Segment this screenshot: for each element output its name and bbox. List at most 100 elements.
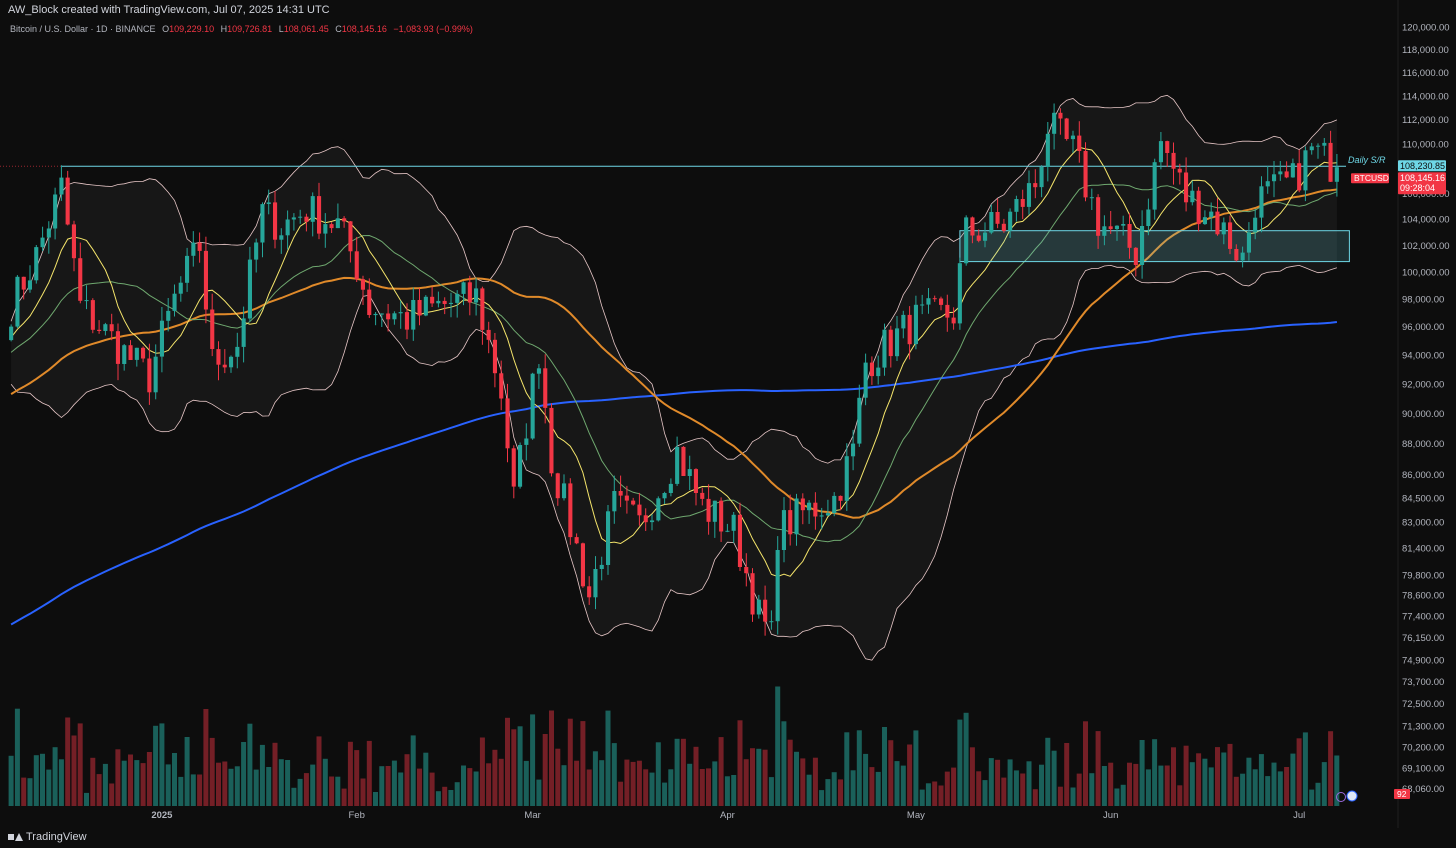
time-tick-label: May xyxy=(907,810,925,821)
volume-bar xyxy=(492,749,498,806)
event-icon xyxy=(1336,792,1346,802)
daily-sr-line[interactable]: Daily S/R xyxy=(0,155,1386,167)
volume-bar xyxy=(523,760,529,806)
candle-body xyxy=(851,443,856,457)
candle-body xyxy=(254,242,259,260)
volume-bar xyxy=(172,753,177,806)
price-tick-label: 100,000.00 xyxy=(1402,267,1450,278)
candle-body xyxy=(580,543,585,587)
volume-bar xyxy=(919,789,925,806)
moving-averages xyxy=(10,146,1338,626)
volume-bar xyxy=(335,776,341,806)
candle-body xyxy=(203,250,208,310)
time-tick-label: Apr xyxy=(720,810,735,821)
candle-body xyxy=(335,218,340,229)
volume-bar xyxy=(140,763,146,806)
volume-bar xyxy=(52,747,58,806)
open-label: O xyxy=(162,24,170,34)
candle-body xyxy=(103,324,108,331)
volume-bar xyxy=(624,759,630,806)
candle-body xyxy=(304,216,309,222)
volume-bar xyxy=(938,785,944,806)
volume-bar xyxy=(404,754,410,806)
candle-body xyxy=(1033,183,1038,188)
candle-body xyxy=(1246,232,1251,253)
price-tick-label: 96,000.00 xyxy=(1402,322,1444,333)
volume-bar xyxy=(932,781,938,806)
volume-bar xyxy=(366,740,372,806)
volume-bar xyxy=(762,749,768,806)
candle-body xyxy=(216,349,221,365)
candle-body xyxy=(549,407,554,474)
candle-body xyxy=(838,495,843,501)
volume-bar xyxy=(1045,737,1051,806)
volume-bar xyxy=(203,709,209,806)
candle-body xyxy=(354,251,359,280)
price-tick-label: 92,000.00 xyxy=(1402,379,1444,390)
volume-bar xyxy=(115,749,121,806)
volume-bar xyxy=(567,718,573,806)
candle-body xyxy=(417,300,422,316)
volume-bar xyxy=(259,744,265,806)
candle-body xyxy=(84,300,89,302)
candle-body xyxy=(1278,171,1283,175)
candle-body xyxy=(1140,226,1145,265)
candle-body xyxy=(386,313,391,320)
candle-body xyxy=(455,293,460,303)
price-tick-label: 110,000.00 xyxy=(1402,139,1449,150)
support-zone[interactable] xyxy=(959,230,1350,263)
candle-body xyxy=(398,312,403,314)
candle-body xyxy=(895,328,900,357)
candle-body xyxy=(983,232,988,241)
time-axis[interactable]: 2025 Feb Mar Apr May Jun Jul xyxy=(151,810,1305,821)
candle-body xyxy=(1177,168,1182,173)
candle-body xyxy=(700,492,705,499)
candle-body xyxy=(166,310,171,321)
candle-body xyxy=(65,177,70,225)
candle-body xyxy=(1133,247,1138,265)
volume-bar xyxy=(605,710,611,806)
candle-body xyxy=(285,219,290,236)
bollinger-bands xyxy=(10,94,1338,661)
volume-bar xyxy=(1120,784,1126,806)
candle-body xyxy=(1020,199,1025,207)
candle-body xyxy=(461,282,466,294)
volume-bar xyxy=(1296,738,1302,806)
candle-body xyxy=(59,177,64,195)
volume-bar xyxy=(209,737,215,806)
volume-bar xyxy=(272,742,278,806)
volume-bar xyxy=(737,720,743,806)
tradingview-brand[interactable]: TradingView xyxy=(8,831,87,843)
volume-bar xyxy=(706,768,711,806)
candle-body xyxy=(34,247,39,281)
volume-bar xyxy=(486,763,492,806)
price-tick-label: 69,100.00 xyxy=(1402,764,1444,775)
symbol-tag-text: BTCUSD xyxy=(1354,173,1389,183)
volume-bar xyxy=(8,755,14,806)
price-tick-label: 98,000.00 xyxy=(1402,295,1444,306)
candle-body xyxy=(712,500,717,522)
candle-body xyxy=(367,289,372,315)
volume-bar xyxy=(1334,755,1340,806)
volume-bar xyxy=(467,768,473,806)
candle-body xyxy=(524,438,529,445)
price-axis[interactable]: 120,000.00 118,000.00 116,000.00 114,000.00… xyxy=(1402,23,1450,795)
volume-bar xyxy=(1227,743,1233,806)
volume-bar xyxy=(951,767,957,806)
candle-body xyxy=(681,446,686,476)
candle-body xyxy=(1052,112,1057,134)
candle-body xyxy=(1322,142,1327,146)
volume-bar xyxy=(825,779,831,806)
price-tick-label: 116,000.00 xyxy=(1402,68,1449,79)
volume-bar xyxy=(599,760,605,806)
candle-body xyxy=(1146,209,1151,226)
volume-bar xyxy=(1070,787,1076,806)
volume-bar xyxy=(1095,731,1101,806)
candle-body xyxy=(348,221,353,252)
volume-bar xyxy=(228,768,234,806)
candle-body xyxy=(1196,190,1201,225)
volume-bar xyxy=(165,764,171,806)
candle-body xyxy=(593,569,598,598)
volume-bar xyxy=(159,723,165,806)
